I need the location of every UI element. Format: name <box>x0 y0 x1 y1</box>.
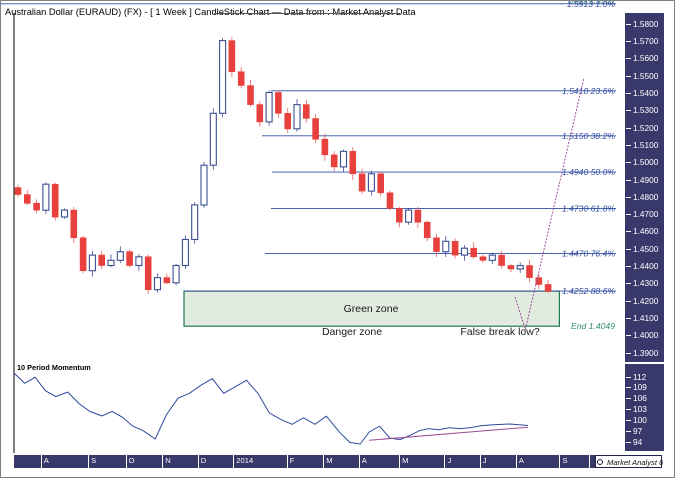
svg-text:End 1.4049: End 1.4049 <box>571 321 615 331</box>
svg-text:1.4252 88.6%: 1.4252 88.6% <box>562 286 615 296</box>
svg-text:Green zone: Green zone <box>344 303 399 315</box>
svg-text:False break low?: False break low? <box>460 326 540 338</box>
svg-text:1.5410 23.6%: 1.5410 23.6% <box>562 86 615 96</box>
svg-text:1.4730 61.8%: 1.4730 61.8% <box>562 203 615 213</box>
svg-text:1.4470 76.4%: 1.4470 76.4% <box>562 248 615 258</box>
svg-text:Danger zone: Danger zone <box>322 326 382 338</box>
svg-text:1.4940 50.0%: 1.4940 50.0% <box>562 167 615 177</box>
svg-text:10 Period Momentum: 10 Period Momentum <box>17 363 91 372</box>
svg-text:1.5913 1.0%: 1.5913 1.0% <box>567 1 616 9</box>
